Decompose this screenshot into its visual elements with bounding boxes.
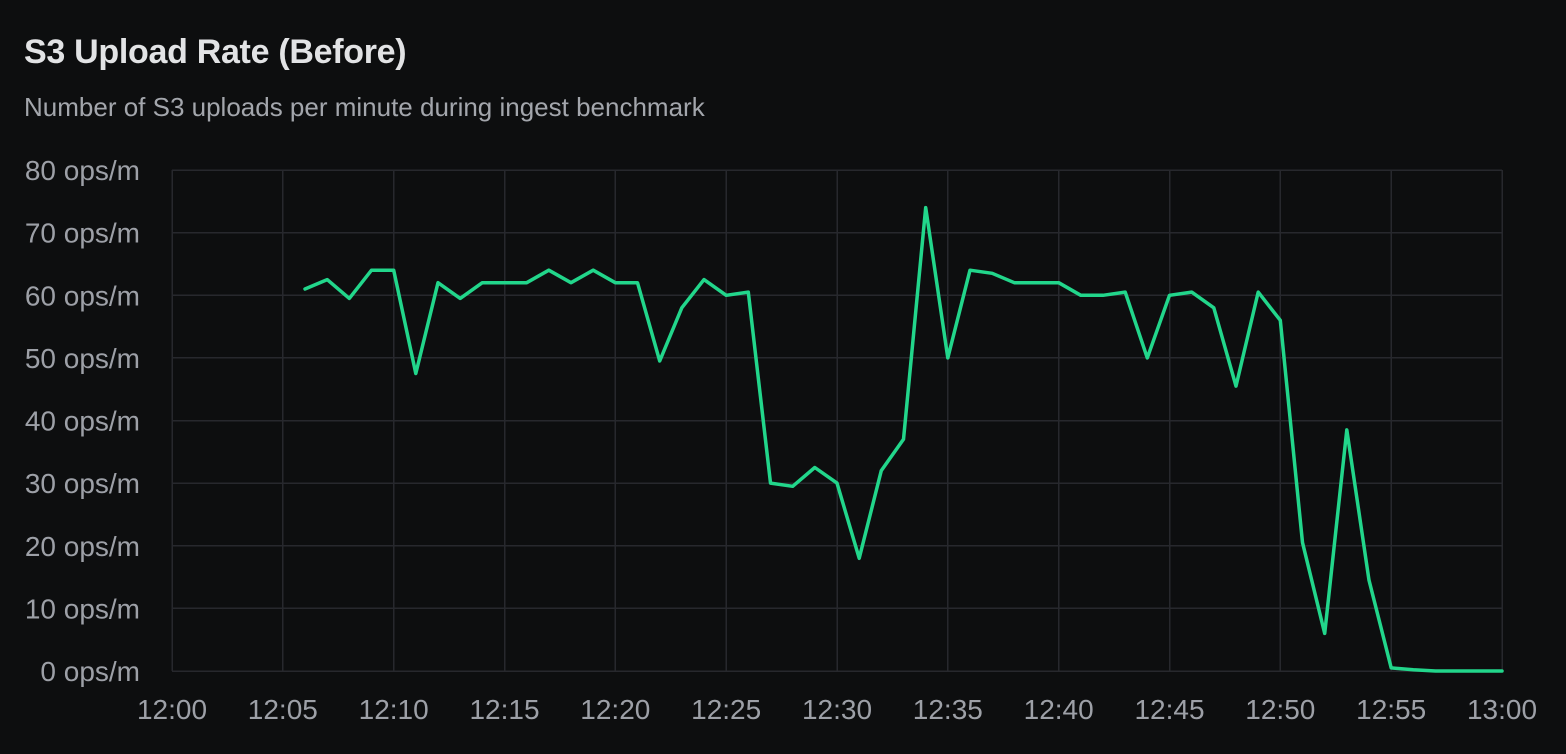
x-axis: 12:00 12:05 12:10 12:15 12:20 12:25 12:30 12:35…: [137, 694, 1537, 725]
x-axis-tick-label: 12:25: [691, 694, 761, 725]
series-line-s3-upload-rate: [303, 205, 1504, 673]
plot-area[interactable]: [172, 170, 1502, 671]
x-axis-tick-label: 12:50: [1245, 694, 1315, 725]
x-axis-tick-label: 13:00: [1467, 694, 1537, 725]
y-axis-tick-label: 30 ops/m: [25, 468, 140, 499]
x-axis-tick-label: 12:05: [248, 694, 318, 725]
x-axis-tick-label: 12:15: [469, 694, 539, 725]
y-axis-tick-label: 50 ops/m: [25, 343, 140, 374]
x-axis-tick-label: 12:10: [359, 694, 429, 725]
x-axis-tick-label: 12:45: [1134, 694, 1204, 725]
y-axis-tick-label: 80 ops/m: [25, 155, 140, 186]
panel-subtitle: Number of S3 uploads per minute during i…: [24, 92, 705, 122]
x-axis-tick-label: 12:30: [802, 694, 872, 725]
x-axis-tick-label: 12:00: [137, 694, 207, 725]
panel-title: S3 Upload Rate (Before): [24, 33, 407, 71]
y-axis-tick-label: 40 ops/m: [25, 406, 140, 437]
y-axis: 80 ops/m 70 ops/m 60 ops/m 50 ops/m 40 ops/m…: [25, 155, 140, 687]
y-axis-tick-label: 70 ops/m: [25, 218, 140, 249]
y-axis-tick-label: 10 ops/m: [25, 593, 140, 624]
x-axis-tick-label: 12:20: [580, 694, 650, 725]
x-axis-tick-label: 12:40: [1024, 694, 1094, 725]
x-axis-tick-label: 12:55: [1356, 694, 1426, 725]
y-axis-tick-label: 60 ops/m: [25, 280, 140, 311]
x-axis-tick-label: 12:35: [913, 694, 983, 725]
y-axis-tick-label: 0 ops/m: [40, 656, 140, 687]
y-axis-tick-label: 20 ops/m: [25, 531, 140, 562]
